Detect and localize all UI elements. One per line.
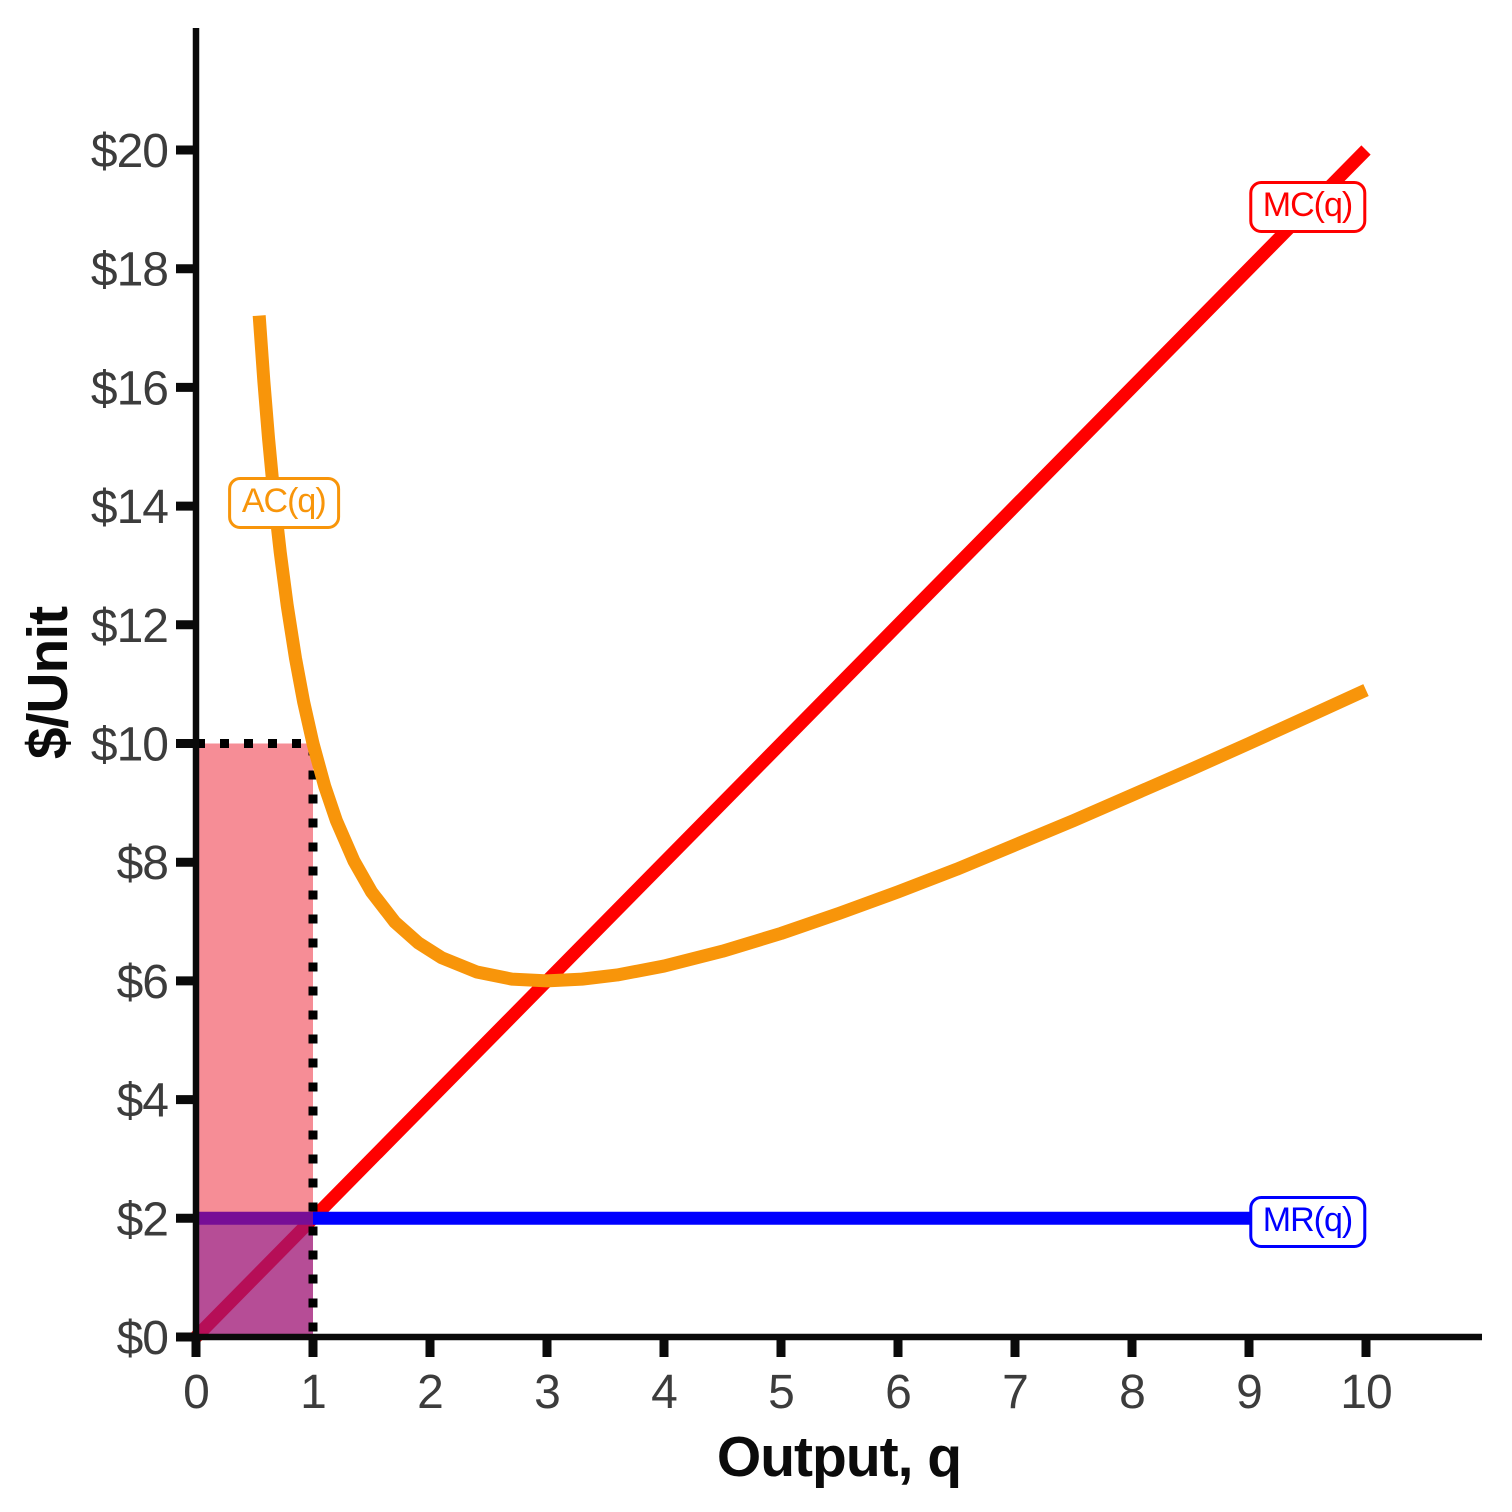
y-tick-label-10: $10 [91, 719, 168, 772]
lines-behind-regions [191, 145, 1371, 1342]
x-tick-label-7: 7 [1002, 1366, 1028, 1419]
x-tick-label-4: 4 [651, 1366, 677, 1419]
y-tick-label-18: $18 [91, 244, 168, 297]
y-tick-label-6: $6 [117, 956, 168, 1009]
y-tick-label-2: $2 [117, 1193, 168, 1246]
y-tick-label-4: $4 [117, 1075, 169, 1128]
x-tick-label-6: 6 [885, 1366, 911, 1419]
x-tick-label-10: 10 [1340, 1366, 1391, 1419]
total-cost-rect-region [196, 743, 313, 1337]
total-cost-rect-dotted-border [196, 739, 318, 1337]
axes: 0 1 2 3 4 5 6 7 8 9 10 $0 $2 $4 $6 $8 $10 $12 $14 $16 $18 $20 [91, 28, 1482, 1419]
x-tick-label-9: 9 [1236, 1366, 1262, 1419]
mr-curve-label: MR(q) [1248, 1195, 1367, 1248]
shaded-regions [196, 739, 318, 1337]
x-axis-title: Output, q [716, 1425, 962, 1489]
x-tick-label-3: 3 [534, 1366, 560, 1419]
y-tick-label-0: $0 [117, 1312, 168, 1365]
x-tick-label-5: 5 [768, 1366, 794, 1419]
mc-q-line [191, 145, 1371, 1342]
y-tick-label-14: $14 [91, 481, 168, 534]
ac-curve-label: AC(q) [227, 477, 340, 530]
y-tick-label-16: $16 [91, 362, 168, 415]
ac-q-line [252, 315, 1369, 988]
mr-curve-label-text: MR(q) [1262, 1200, 1353, 1239]
y-axis-title: $/Unit [16, 606, 80, 760]
y-tick-label-8: $8 [117, 837, 168, 890]
mc-curve-label: MC(q) [1248, 180, 1367, 234]
x-tick-label-2: 2 [417, 1366, 443, 1419]
x-tick-label-1: 1 [300, 1366, 326, 1419]
x-tick-label-0: 0 [183, 1366, 209, 1419]
y-tick-label-12: $12 [91, 600, 168, 653]
x-tick-label-8: 8 [1119, 1366, 1145, 1419]
mc-curve-label-text: MC(q) [1262, 185, 1353, 224]
y-tick-label-20: $20 [91, 125, 168, 178]
ac-curve-label-text: AC(q) [241, 482, 327, 521]
lines-front [252, 315, 1369, 988]
